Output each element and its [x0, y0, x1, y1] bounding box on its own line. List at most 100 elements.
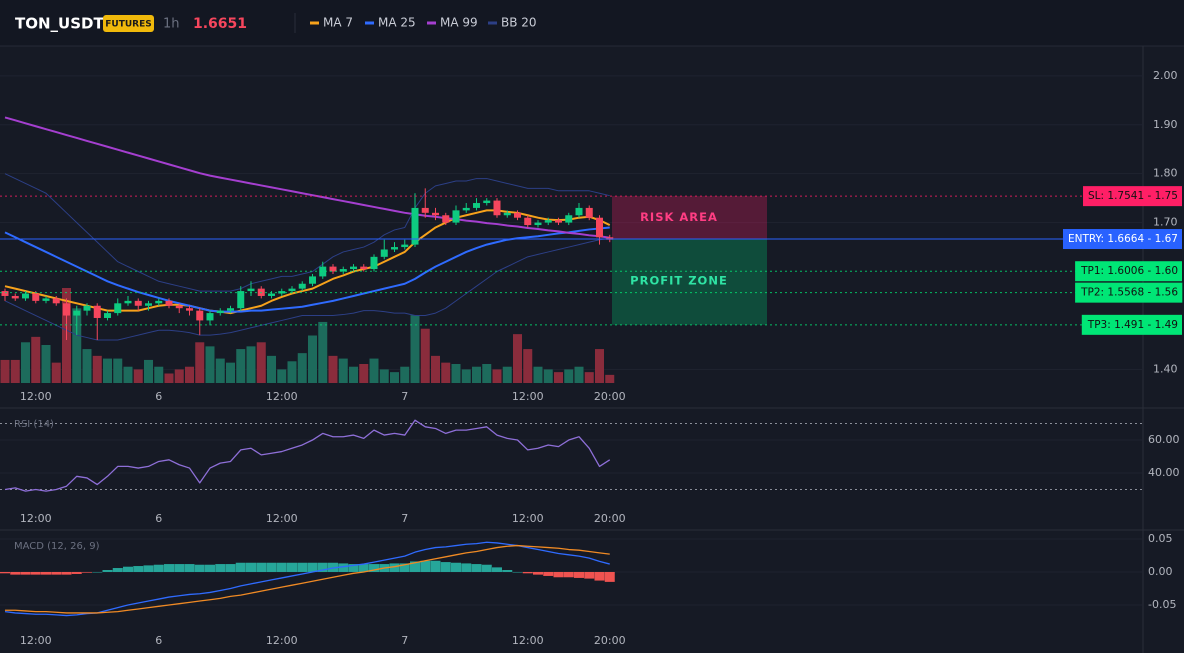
- y-tick-label: 60.00: [1148, 433, 1180, 446]
- volume-bar: [267, 355, 276, 383]
- y-tick-label: 40.00: [1148, 466, 1180, 479]
- level-badge: [1062, 229, 1182, 250]
- y-tick-label: 2.00: [1153, 69, 1178, 82]
- histogram-bar: [143, 565, 154, 572]
- histogram-bar: [594, 571, 605, 581]
- x-tick-label: 12:00: [512, 634, 544, 647]
- histogram-bar: [584, 571, 595, 579]
- volume-bar: [31, 336, 41, 383]
- indicator-line: [4, 541, 610, 617]
- candle-body: [524, 217, 532, 226]
- histogram-bar: [512, 571, 523, 573]
- zone: [612, 196, 767, 240]
- candle-body: [186, 308, 193, 311]
- level-label: TP2: 1.5568 - 1.56: [1080, 287, 1178, 299]
- candle-body: [247, 288, 255, 292]
- volume-bar: [338, 358, 348, 383]
- candle-body: [442, 215, 450, 223]
- candle-body: [145, 303, 152, 306]
- interval: 1h: [163, 17, 180, 32]
- volume-bar: [308, 335, 317, 383]
- volume-bar: [144, 359, 153, 383]
- volume-bar: [72, 308, 82, 383]
- histogram-bar: [112, 568, 123, 572]
- volume-bar: [328, 355, 338, 383]
- candle-body: [237, 291, 245, 309]
- candle-body: [432, 212, 439, 216]
- histogram-bar: [184, 564, 195, 572]
- band-line: [4, 173, 610, 292]
- volume-bar: [595, 349, 604, 383]
- volume-bar: [174, 369, 184, 383]
- symbol: TON_USDT: [15, 15, 104, 33]
- volume-bar: [21, 342, 30, 383]
- histogram-bar: [174, 564, 185, 572]
- level-badge: [1083, 186, 1182, 207]
- candle-body: [411, 207, 419, 245]
- level-label: ENTRY: 1.6664 - 1.67: [1068, 233, 1178, 245]
- histogram-bar: [399, 563, 410, 572]
- histogram-bar: [420, 560, 431, 572]
- legend-label: MA 7: [323, 16, 353, 30]
- volume-bar: [133, 369, 143, 383]
- x-tick-label: 12:00: [266, 512, 298, 525]
- legend-label: MA 99: [440, 16, 478, 30]
- histogram-bar: [563, 571, 574, 578]
- histogram-bar: [328, 562, 338, 572]
- panel-title: MACD (12, 26, 9): [14, 541, 100, 552]
- legend-label: BB 20: [501, 16, 537, 30]
- histogram-bar: [502, 570, 513, 572]
- histogram-bar: [461, 563, 472, 572]
- histogram-bar: [338, 563, 349, 572]
- histogram-bar: [492, 567, 502, 572]
- histogram-bar: [358, 564, 369, 572]
- level-badge: [1075, 282, 1183, 303]
- candle-body: [22, 293, 29, 299]
- y-tick-label: 0.00: [1148, 565, 1173, 578]
- candle-body: [1, 291, 9, 296]
- candle-body: [63, 303, 70, 316]
- volume-bar: [379, 369, 389, 383]
- histogram-bar: [92, 571, 103, 573]
- volume-bar: [256, 342, 266, 383]
- volume-bar: [482, 364, 492, 383]
- candle-body: [196, 310, 204, 321]
- candle-body: [606, 237, 614, 240]
- x-tick-label: 12:00: [512, 512, 544, 525]
- volume-bar: [195, 342, 205, 383]
- candle-body: [462, 207, 470, 211]
- candle-body: [493, 200, 501, 216]
- candle-body: [452, 210, 460, 223]
- ma-line: [4, 209, 611, 315]
- y-tick-label: 1.90: [1153, 118, 1178, 131]
- x-tick-label: 7: [401, 634, 408, 647]
- histogram-bar: [41, 571, 51, 575]
- histogram-bar: [430, 560, 441, 572]
- histogram-bar: [317, 562, 328, 572]
- candle-body: [309, 276, 316, 284]
- x-tick-label: 12:00: [20, 390, 52, 403]
- candle-body: [227, 308, 234, 311]
- histogram-bar: [235, 562, 246, 572]
- zone-label: RISK AREA: [640, 210, 718, 224]
- histogram-bar: [0, 571, 10, 574]
- volume-bar: [41, 345, 51, 383]
- volume-bar: [297, 353, 307, 383]
- volume-bar: [574, 366, 584, 383]
- candle-body: [596, 217, 603, 238]
- candle-body: [565, 215, 573, 223]
- volume-bar: [359, 364, 369, 383]
- histogram-bar: [604, 571, 615, 582]
- x-tick-label: 12:00: [266, 390, 298, 403]
- candle-body: [350, 266, 357, 270]
- candle-body: [11, 295, 19, 299]
- volume-bar: [103, 358, 112, 383]
- badge-text: FUTURES: [105, 20, 151, 30]
- candle-body: [42, 298, 50, 301]
- indicator-line: [4, 419, 611, 492]
- level-badge: [1075, 261, 1182, 282]
- candle-body: [83, 305, 91, 311]
